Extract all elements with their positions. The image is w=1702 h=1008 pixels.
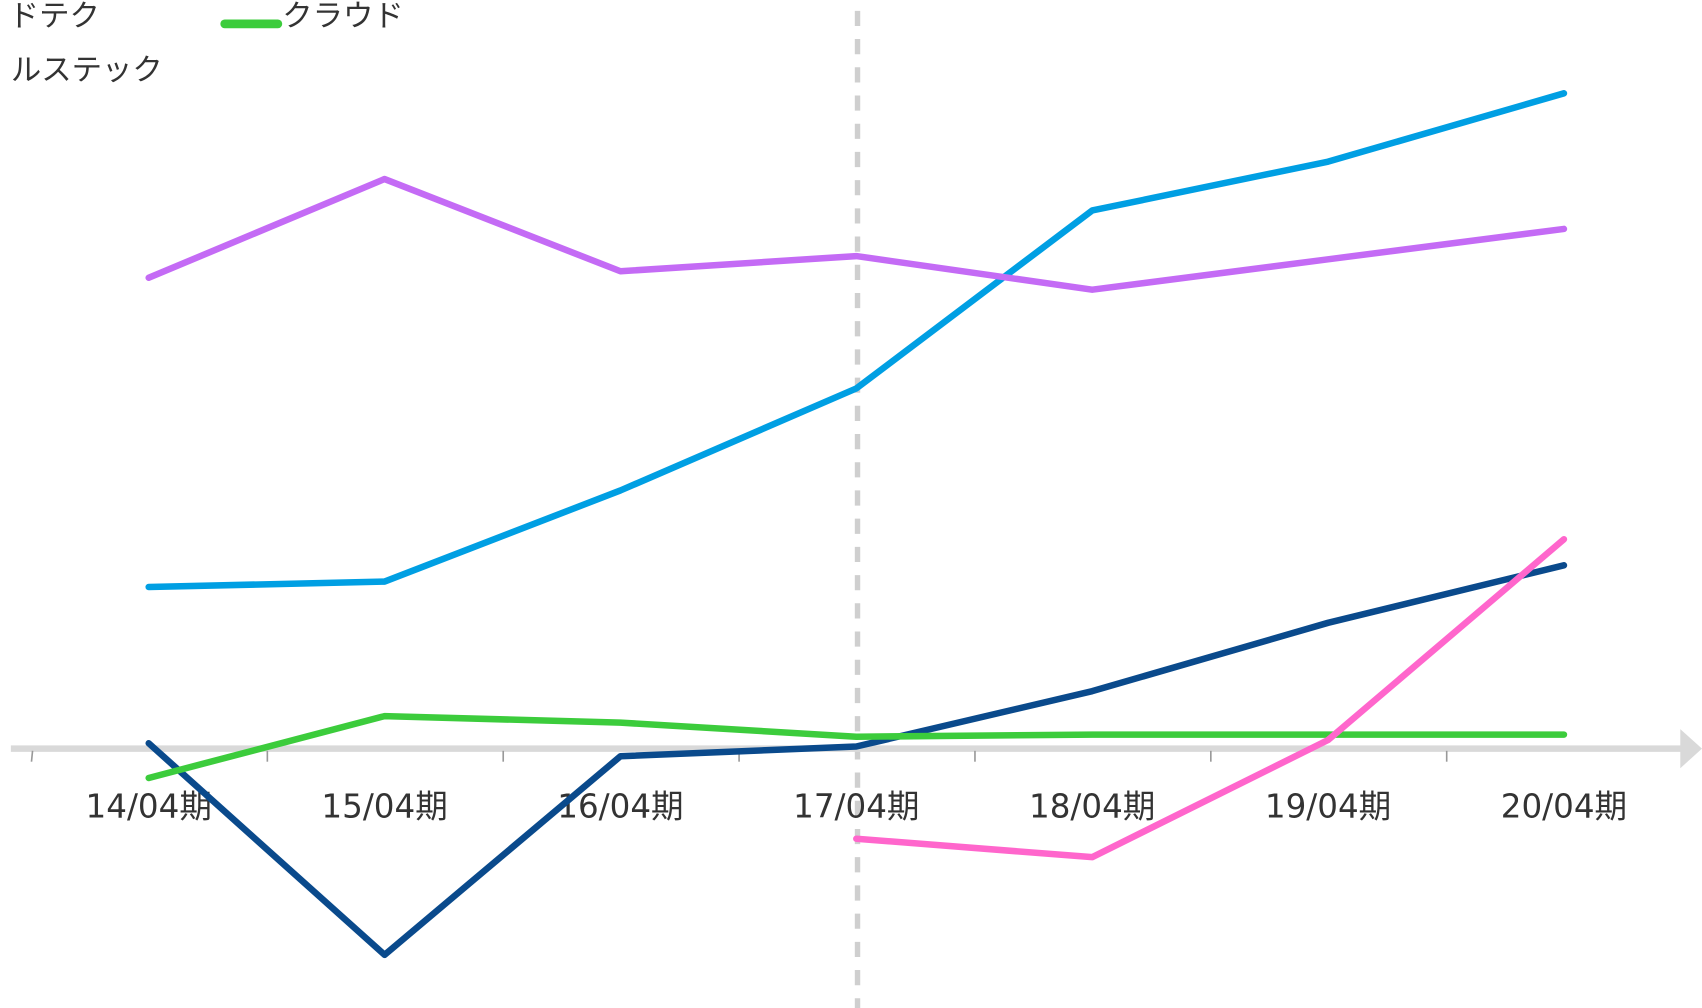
axis-arrow	[1680, 729, 1702, 769]
series-line	[145, 90, 1568, 591]
axis-tick	[30, 750, 34, 762]
x-tick-label: 14/04期	[86, 787, 212, 825]
legend-label: ルステック	[11, 53, 163, 88]
series-line	[145, 712, 1568, 782]
x-tick-label: 20/04期	[1501, 787, 1627, 825]
legend-label: ドテク	[9, 0, 100, 34]
x-tick-label: 18/04期	[1029, 787, 1155, 825]
series-line	[145, 175, 1568, 293]
legend-label: クラウド	[282, 0, 404, 34]
x-tick-label: 19/04期	[1265, 787, 1391, 825]
series-line	[853, 536, 1568, 861]
series-line	[145, 562, 1568, 959]
x-tick-label: 17/04期	[793, 787, 919, 825]
x-tick-label: 15/04期	[321, 787, 447, 825]
